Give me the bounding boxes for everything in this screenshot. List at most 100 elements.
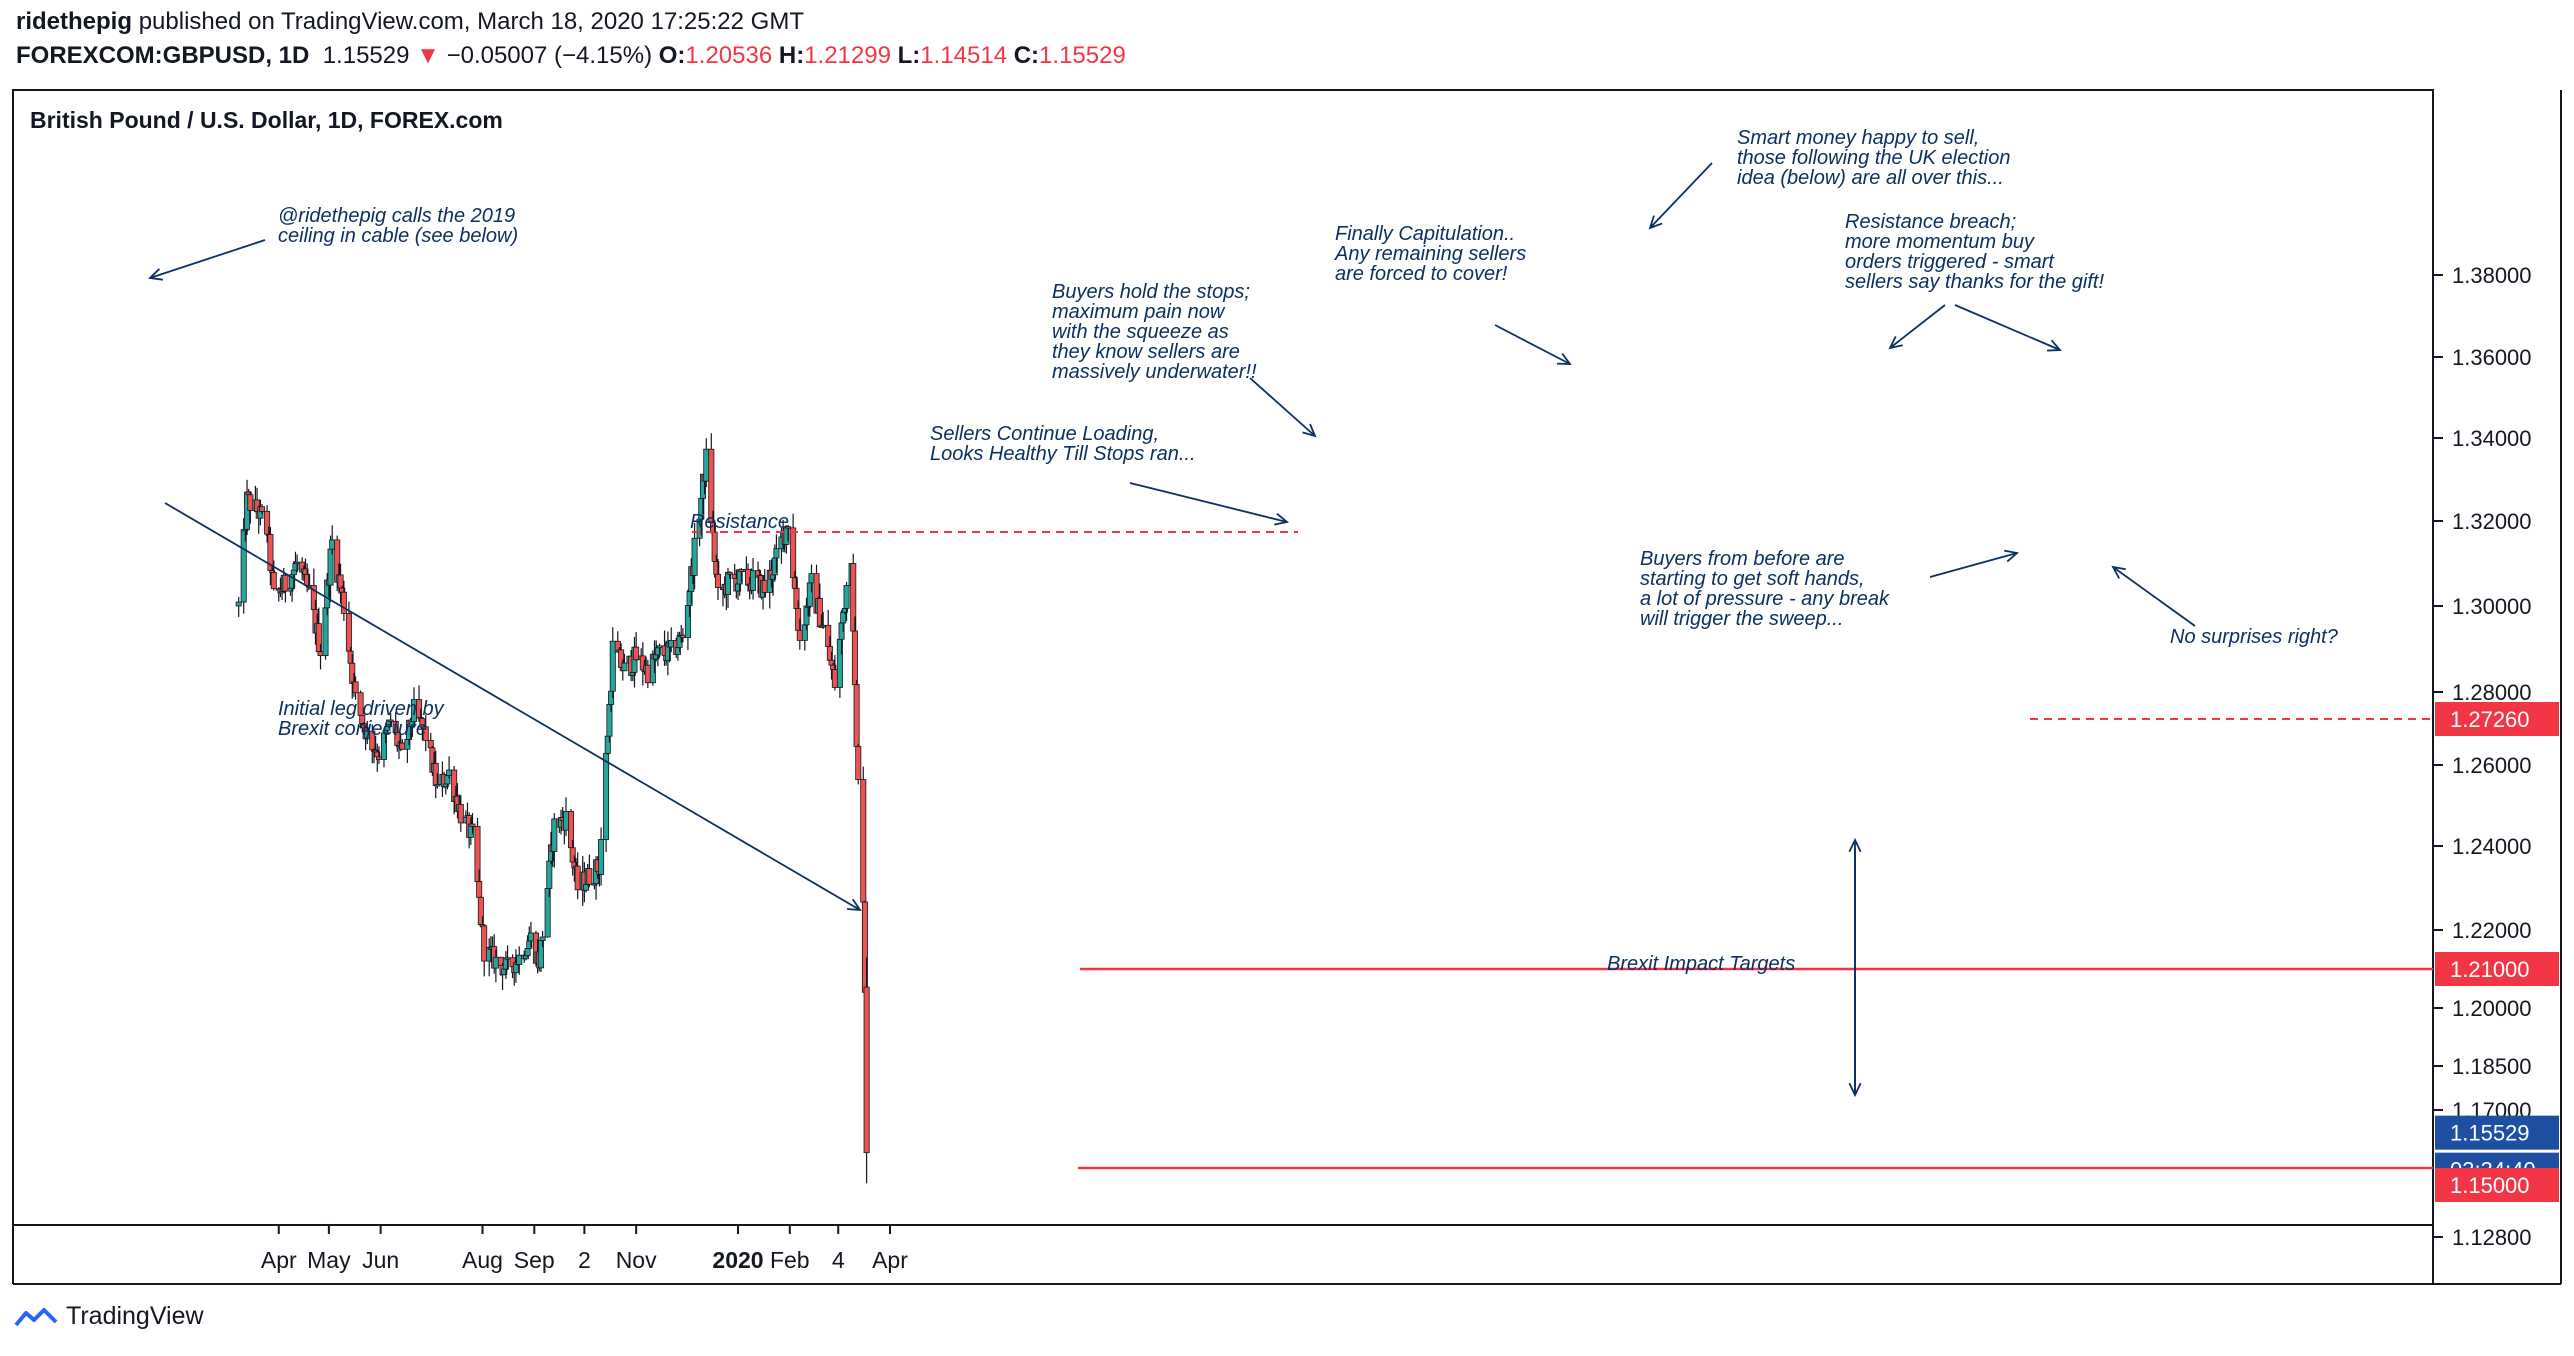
candle-body	[469, 823, 476, 827]
annotation-line: will trigger the sweep...	[1640, 608, 1843, 630]
candle-body	[446, 769, 453, 776]
open-value: 1.20536	[685, 42, 773, 69]
annotation-text: Brexit Impact Targets	[1607, 953, 1795, 975]
candle-body	[259, 506, 266, 512]
resistance-label: Resistance	[690, 511, 789, 533]
price-tick-label: 1.36000	[2452, 345, 2532, 370]
candle-body	[796, 629, 803, 641]
candle-body	[270, 571, 277, 590]
candle-body	[524, 948, 531, 957]
candle-body	[656, 645, 663, 649]
annotation-text: Buyers from before are starting to get so…	[1640, 548, 1890, 630]
support-1-price-tag: 1.21000	[2450, 957, 2530, 982]
resistance-price-tag: 1.27260	[2450, 707, 2530, 732]
arrow-targets-up-head	[1848, 837, 1862, 853]
candle-body	[790, 527, 797, 579]
symbol-label: FOREXCOM:GBPUSD, 1D	[16, 42, 310, 69]
annotation-text: Resistance breach; more momentum buy order…	[1845, 211, 2104, 293]
candle-body	[853, 684, 860, 747]
candle-body	[586, 868, 593, 885]
last-price: 1.15529	[322, 42, 410, 69]
annotation-text: Sellers Continue Loading, Looks Healthy T…	[930, 423, 1196, 465]
candle-body	[551, 818, 558, 852]
candle-body	[703, 448, 710, 482]
candle-body	[860, 779, 867, 903]
candle-body	[644, 664, 651, 684]
annotation-line: starting to get soft hands,	[1640, 568, 1865, 590]
open-label: O:	[658, 42, 686, 69]
candle-body	[863, 986, 870, 1154]
high-value: 1.21299	[804, 42, 891, 69]
annotation-line: those following the UK election	[1737, 147, 2011, 169]
footer: TradingView	[14, 1302, 204, 1331]
candle-body	[422, 726, 429, 741]
annotation-line: Finally Capitulation..	[1335, 223, 1515, 245]
time-tick-label: Nov	[616, 1247, 657, 1273]
candle-body	[750, 570, 757, 591]
published-text: published on TradingView.com, March 18, …	[138, 8, 804, 35]
annotation-text: Finally Capitulation.. Any remaining sell…	[1334, 223, 1526, 285]
annotation-line: Sellers Continue Loading,	[930, 423, 1159, 445]
low-value: 1.14514	[920, 42, 1008, 69]
arrow-no-surprises	[2112, 566, 2196, 627]
candle-body	[317, 651, 324, 657]
symbol-info: FOREXCOM:GBPUSD, 1D 1.15529 ▼ −0.05007 (…	[16, 42, 1126, 70]
publish-info: ridethepig published on TradingView.com,…	[16, 8, 804, 36]
candle-body	[247, 494, 254, 511]
annotation-line: orders triggered - smart	[1845, 251, 2055, 273]
candle-body	[773, 548, 780, 559]
annotation-line: Looks Healthy Till Stops ran...	[930, 443, 1196, 465]
price-tick-label: 1.20000	[2452, 996, 2532, 1021]
candle-body	[481, 925, 488, 962]
candle-body	[294, 561, 301, 565]
annotation-line: idea (below) are all over this...	[1737, 167, 2004, 189]
candle-body	[679, 634, 686, 639]
candle-body	[457, 804, 464, 824]
candle-body	[843, 585, 850, 609]
candle-body	[726, 571, 733, 575]
time-tick-label: Sep	[514, 1247, 555, 1273]
candle-body	[609, 640, 616, 692]
support-2-price-tag: 1.15000	[2450, 1173, 2530, 1198]
time-tick-label: May	[307, 1247, 351, 1273]
candles	[235, 433, 870, 1184]
candle-body	[492, 956, 499, 969]
annotations: @ridethepig calls the 2019 ceiling in cab…	[148, 127, 2339, 1098]
time-tick-label: Apr	[261, 1247, 297, 1273]
resistance-price-tag-bg	[2435, 702, 2559, 737]
annotation-line: Initial leg driven by	[278, 698, 445, 720]
candle-body	[831, 669, 838, 688]
time-tick-label: Feb	[770, 1247, 810, 1273]
annotation-line: with the squeeze as	[1052, 321, 1229, 343]
annotation-line: a lot of pressure - any break	[1640, 588, 1890, 610]
annotation-line: sellers say thanks for the gift!	[1845, 271, 2104, 293]
candle-body	[808, 573, 815, 584]
arrow-no-surprises-head	[2111, 565, 2126, 579]
annotation-line: Buyers from before are	[1640, 548, 1845, 570]
candle-body	[327, 548, 334, 586]
candle-body	[621, 662, 628, 672]
low-label: L:	[897, 42, 921, 69]
candle-body	[375, 756, 382, 760]
tradingview-brand[interactable]: TradingView	[66, 1302, 204, 1330]
annotation-line: ceiling in cable (see below)	[278, 225, 518, 247]
arrow-soft-hands-head	[2004, 549, 2019, 563]
author-name[interactable]: ridethepig	[16, 8, 133, 35]
price-tick-label: 1.38000	[2452, 263, 2532, 288]
time-axis: Apr May Jun Aug Sep 2 Nov 2020 Feb 4 Apr	[261, 1225, 908, 1273]
candle-body	[851, 630, 858, 685]
annotation-text: Initial leg driven by Brexit conjecture	[278, 698, 445, 740]
candle-body	[282, 574, 289, 592]
price-tick-label: 1.12800	[2452, 1225, 2532, 1250]
annotation-line: are forced to cover!	[1335, 263, 1508, 285]
annotation-line: Buyers hold the stops;	[1052, 281, 1250, 303]
arrow-resistance-breach-left	[1889, 304, 1946, 349]
level-lines: Resistance	[690, 511, 2433, 1170]
arrow-soft-hands	[1929, 552, 2018, 578]
annotation-line: Any remaining sellers	[1334, 243, 1526, 265]
candle-body	[516, 954, 523, 965]
candle-body	[527, 932, 534, 942]
arrow-capitulation	[1494, 324, 1571, 365]
price-tick-label: 1.18500	[2452, 1054, 2532, 1079]
